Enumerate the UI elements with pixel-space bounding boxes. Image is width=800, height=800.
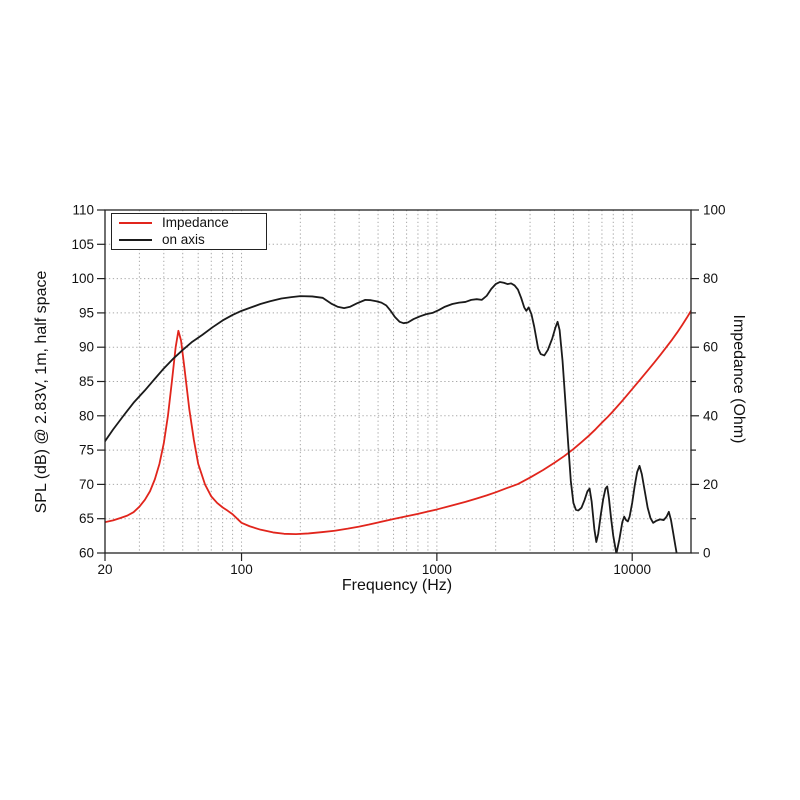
right-axis-tick-label: 40 bbox=[703, 408, 718, 423]
left-axis-tick-label: 65 bbox=[79, 511, 94, 526]
curve-on-axis bbox=[105, 281, 678, 553]
x-axis-title: Frequency (Hz) bbox=[341, 577, 453, 594]
left-axis-tick-label: 60 bbox=[79, 546, 94, 561]
x-axis-tick-label: 1000 bbox=[422, 562, 452, 577]
legend-row-on-axis: on axis bbox=[112, 232, 266, 247]
legend: Impedance on axis bbox=[111, 213, 267, 250]
left-axis-tick-label: 90 bbox=[79, 340, 94, 355]
right-axis-tick-label: 60 bbox=[703, 340, 718, 355]
left-axis-tick-label: 110 bbox=[72, 203, 94, 218]
left-axis-tick-label: 105 bbox=[71, 237, 94, 252]
left-axis-tick-label: 95 bbox=[79, 305, 94, 320]
right-axis-title: Impedance (Ohm) bbox=[730, 314, 747, 444]
x-axis-tick-label: 10000 bbox=[613, 562, 651, 577]
right-axis-tick-label: 80 bbox=[703, 271, 718, 286]
left-axis-tick-label: 80 bbox=[79, 408, 94, 423]
left-axis-tick-label: 100 bbox=[71, 271, 94, 286]
on-axis-line-swatch bbox=[119, 238, 152, 241]
right-axis-tick-label: 0 bbox=[703, 546, 711, 561]
left-axis-tick-label: 85 bbox=[79, 374, 94, 389]
legend-label-impedance: Impedance bbox=[162, 215, 229, 231]
right-axis-tick-label: 100 bbox=[703, 203, 726, 218]
left-axis-title: SPL (dB) @ 2.83V, 1m, half space bbox=[33, 270, 50, 514]
left-axis-tick-label: 70 bbox=[79, 477, 94, 492]
legend-label-on-axis: on axis bbox=[162, 231, 205, 247]
curve-impedance bbox=[105, 309, 691, 536]
legend-row-impedance: Impedance bbox=[112, 216, 266, 231]
x-axis-tick-label: 20 bbox=[97, 562, 112, 577]
right-axis-tick-label: 20 bbox=[703, 477, 718, 492]
impedance-line-swatch bbox=[119, 222, 152, 225]
left-axis-tick-label: 75 bbox=[79, 443, 94, 458]
x-axis-tick-label: 100 bbox=[230, 562, 253, 577]
